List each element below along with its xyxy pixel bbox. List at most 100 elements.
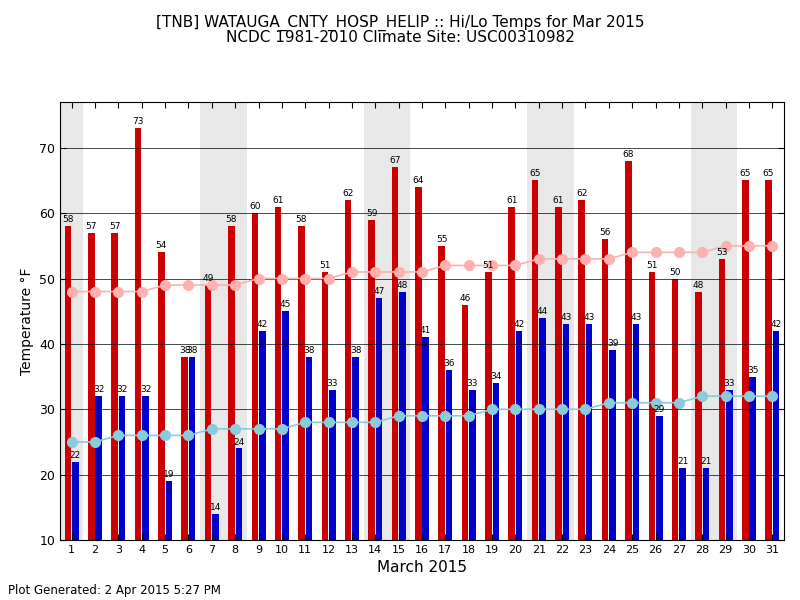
Bar <box>562 324 569 600</box>
Bar <box>625 161 632 600</box>
Bar <box>602 239 608 600</box>
Text: 35: 35 <box>747 365 758 374</box>
Text: 44: 44 <box>537 307 548 316</box>
Bar <box>345 200 351 600</box>
Text: 33: 33 <box>466 379 478 388</box>
Bar <box>158 253 165 600</box>
Text: 62: 62 <box>576 189 587 198</box>
Text: 62: 62 <box>342 189 354 198</box>
Bar <box>610 350 616 600</box>
Bar <box>95 396 102 600</box>
Bar <box>364 102 410 540</box>
Text: 65: 65 <box>739 169 751 178</box>
Text: 24: 24 <box>234 437 245 446</box>
Text: 48: 48 <box>397 281 408 290</box>
Bar <box>532 181 538 600</box>
Bar <box>399 292 406 600</box>
Bar <box>656 416 662 600</box>
Bar <box>111 233 118 600</box>
Text: 58: 58 <box>226 215 237 224</box>
Bar <box>259 331 266 600</box>
Bar <box>422 337 429 600</box>
Text: 50: 50 <box>670 268 681 277</box>
Text: 38: 38 <box>186 346 198 355</box>
Text: 57: 57 <box>109 222 121 231</box>
Bar <box>142 396 149 600</box>
Bar <box>236 448 242 600</box>
Bar <box>182 357 188 600</box>
Bar <box>672 278 678 600</box>
Text: 38: 38 <box>303 346 314 355</box>
Bar <box>438 246 445 600</box>
Bar <box>527 102 574 540</box>
Bar <box>228 226 234 600</box>
Text: 41: 41 <box>420 326 431 335</box>
Text: 38: 38 <box>179 346 190 355</box>
Text: 73: 73 <box>132 117 144 126</box>
Text: 21: 21 <box>677 457 688 466</box>
X-axis label: March 2015: March 2015 <box>377 560 467 575</box>
Text: 61: 61 <box>553 196 564 205</box>
Bar <box>322 272 328 600</box>
Text: 65: 65 <box>530 169 541 178</box>
Text: 47: 47 <box>374 287 385 296</box>
Bar <box>718 259 725 600</box>
Text: 54: 54 <box>156 241 167 250</box>
Text: 51: 51 <box>482 261 494 270</box>
Text: 36: 36 <box>443 359 455 368</box>
Text: 61: 61 <box>506 196 518 205</box>
Text: 61: 61 <box>272 196 284 205</box>
Bar <box>649 272 655 600</box>
Text: 58: 58 <box>296 215 307 224</box>
Text: 46: 46 <box>459 293 470 302</box>
Bar <box>134 128 142 600</box>
Bar <box>392 167 398 600</box>
Bar <box>750 377 756 600</box>
Text: 45: 45 <box>280 300 291 309</box>
Text: 32: 32 <box>117 385 128 394</box>
Bar <box>368 220 375 600</box>
Text: 43: 43 <box>583 313 595 322</box>
Text: 42: 42 <box>770 320 782 329</box>
Bar <box>72 461 78 600</box>
Text: 55: 55 <box>436 235 447 244</box>
Text: 33: 33 <box>326 379 338 388</box>
Bar <box>275 206 282 600</box>
Text: 14: 14 <box>210 503 222 512</box>
Bar <box>329 389 335 600</box>
Text: 51: 51 <box>646 261 658 270</box>
Bar <box>766 181 772 600</box>
Text: 38: 38 <box>350 346 362 355</box>
Bar <box>539 318 546 600</box>
Bar <box>298 226 305 600</box>
Text: 42: 42 <box>514 320 525 329</box>
Text: 42: 42 <box>257 320 268 329</box>
Bar <box>469 389 476 600</box>
Bar <box>555 206 562 600</box>
Text: 32: 32 <box>93 385 105 394</box>
Bar <box>578 200 585 600</box>
Text: 60: 60 <box>249 202 261 211</box>
Bar <box>485 272 491 600</box>
Bar <box>493 383 499 600</box>
Text: 43: 43 <box>560 313 571 322</box>
Bar <box>166 481 172 600</box>
Bar <box>702 468 710 600</box>
Bar <box>205 285 211 600</box>
Bar <box>679 468 686 600</box>
Bar <box>353 357 359 600</box>
Bar <box>462 305 468 600</box>
Text: 58: 58 <box>62 215 74 224</box>
Bar <box>200 102 247 540</box>
Bar <box>742 181 749 600</box>
Bar <box>726 389 733 600</box>
Bar <box>633 324 639 600</box>
Bar <box>516 331 522 600</box>
Text: NCDC 1981-2010 Climate Site: USC00310982: NCDC 1981-2010 Climate Site: USC00310982 <box>226 30 574 45</box>
Text: 33: 33 <box>723 379 735 388</box>
Y-axis label: Temperature °F: Temperature °F <box>19 267 34 375</box>
Text: 34: 34 <box>490 372 502 381</box>
Bar <box>509 206 515 600</box>
Text: 29: 29 <box>654 405 665 414</box>
Text: 67: 67 <box>389 157 401 166</box>
